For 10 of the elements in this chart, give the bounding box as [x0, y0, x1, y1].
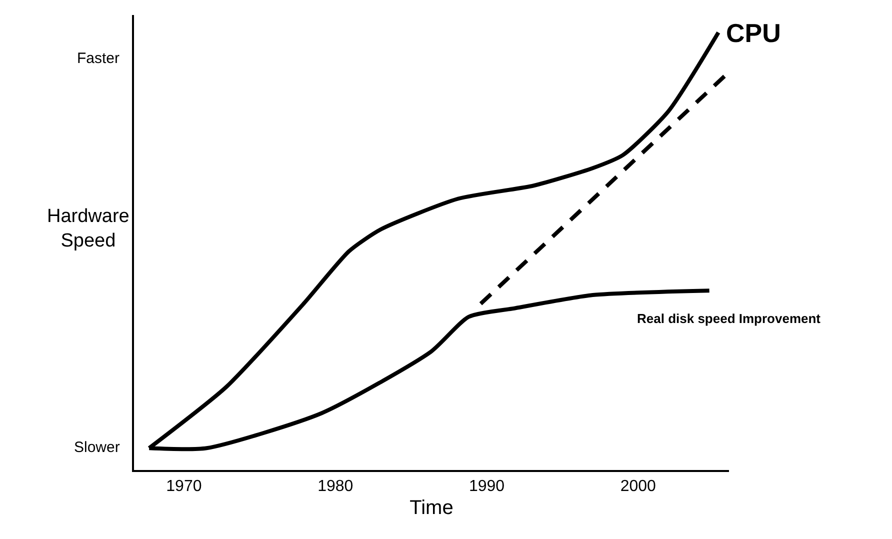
x-tick-label: 1970 [166, 478, 202, 495]
text: Faster [77, 50, 120, 67]
text: Slower [74, 439, 120, 456]
series-label: Real disk speed Improvement [637, 311, 822, 326]
x-tick-label: 1980 [318, 478, 354, 495]
y-axis-title: Hardware Speed [47, 206, 130, 252]
series-label: CPU [726, 18, 781, 48]
x-tick-label: 1990 [468, 478, 505, 495]
x-tick-label: 2000 [620, 478, 656, 495]
x-axis-title: Time [410, 496, 454, 519]
